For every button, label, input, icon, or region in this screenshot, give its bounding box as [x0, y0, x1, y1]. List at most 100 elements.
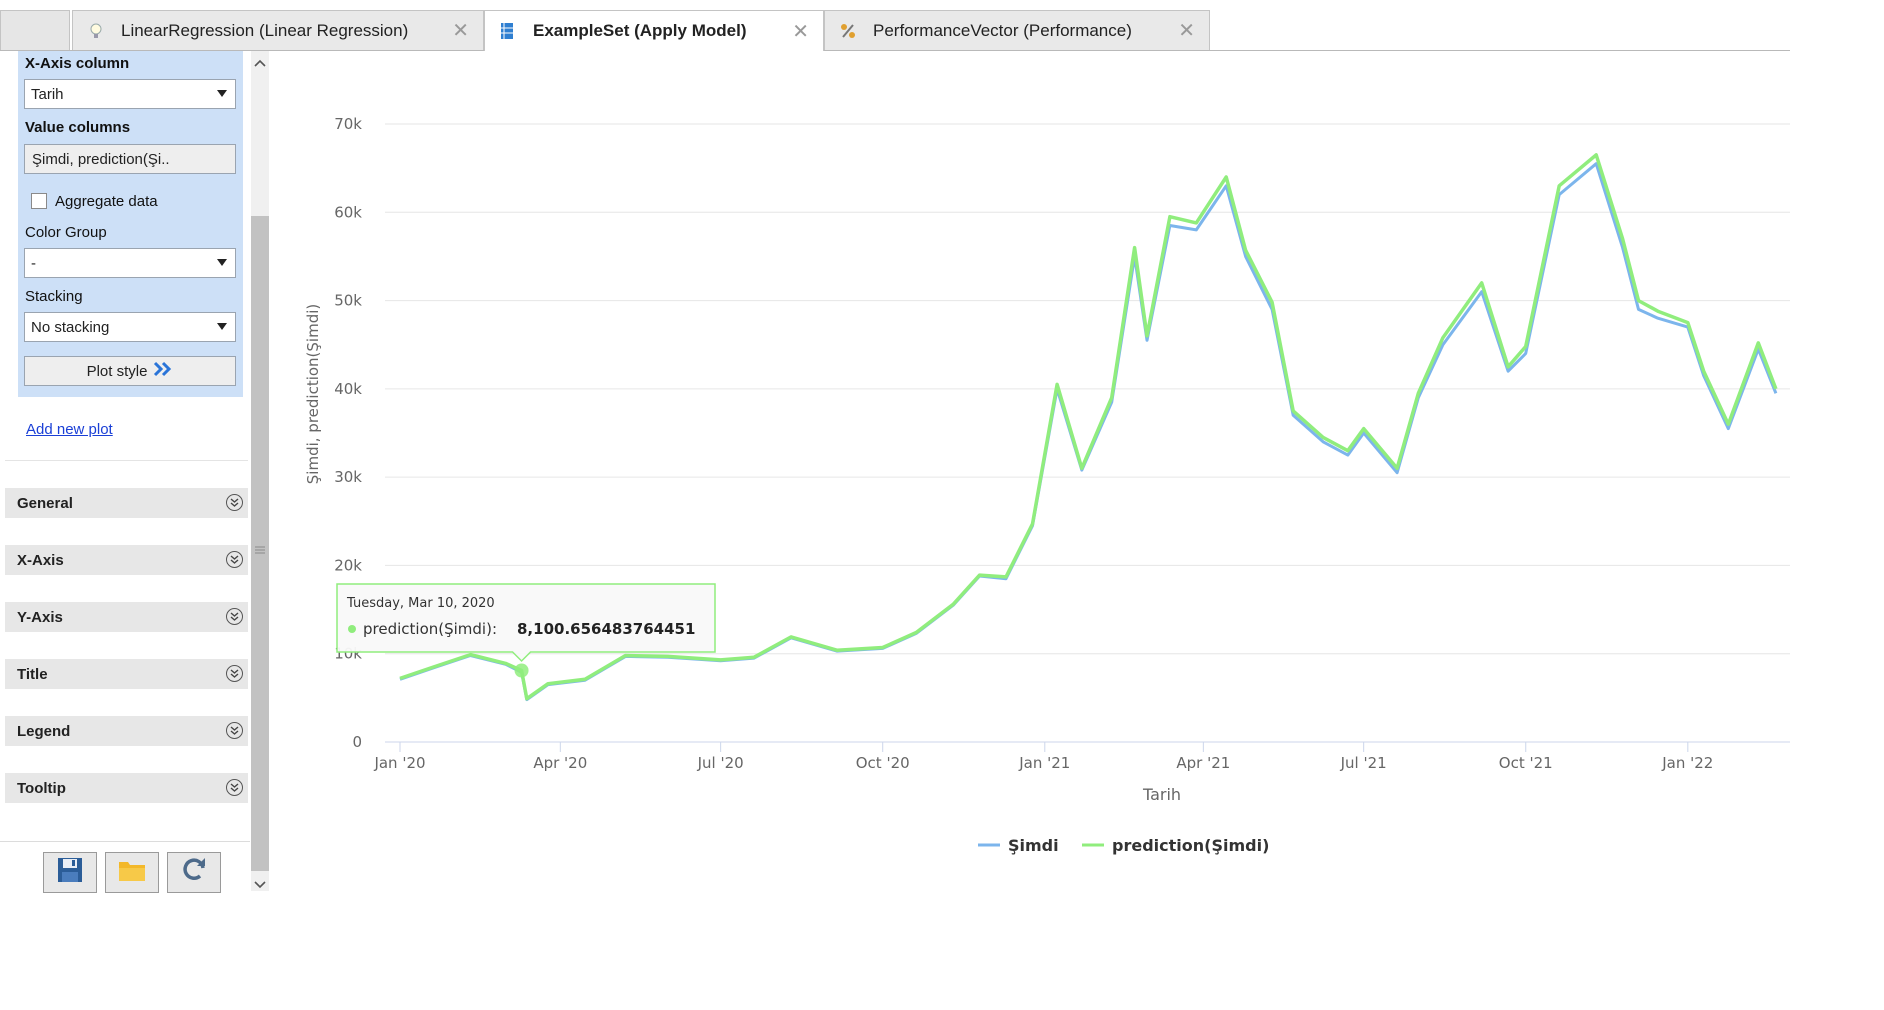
plot-config-panel: X-Axis column Tarih Value columns Şimdi,… [18, 51, 243, 397]
legend-label[interactable]: prediction(Şimdi) [1112, 836, 1269, 855]
series-lines [399, 153, 1778, 702]
scroll-down-icon[interactable] [254, 877, 266, 895]
value-columns-label: Value columns [25, 119, 131, 136]
scroll-thumb[interactable] [251, 216, 269, 871]
y-tick-label: 70k [334, 115, 362, 133]
sidebar-toolbar [0, 841, 250, 893]
expand-icon[interactable] [226, 722, 243, 739]
x-tick-label: Jan '20 [373, 754, 425, 772]
button-label: Plot style [86, 362, 148, 380]
tab-bar: LinearRegression (Linear Regression) ✕ E… [0, 0, 1790, 51]
refresh-button[interactable] [167, 852, 221, 893]
tab-exampleset[interactable]: ExampleSet (Apply Model) ✕ [484, 10, 824, 51]
table-icon [499, 22, 517, 40]
stacking-select[interactable]: No stacking [24, 312, 236, 342]
close-icon[interactable]: ✕ [792, 20, 809, 43]
add-new-plot-link[interactable]: Add new plot [26, 421, 113, 438]
section-label: Title [17, 665, 48, 683]
scroll-up-icon[interactable] [254, 55, 266, 73]
expand-icon[interactable] [226, 665, 243, 682]
tab-label: ExampleSet (Apply Model) [533, 21, 747, 40]
x-axis-label: Tarih [1142, 785, 1181, 804]
y-tick-label: 30k [334, 468, 362, 486]
expand-icon[interactable] [226, 551, 243, 568]
x-tick-label: Apr '21 [1176, 754, 1230, 772]
series-line-1 [399, 153, 1778, 701]
x-tick-label: Oct '20 [856, 754, 910, 772]
close-icon[interactable]: ✕ [452, 20, 469, 42]
sidebar-scrollbar[interactable] [251, 51, 269, 891]
save-icon [56, 856, 84, 889]
x-tick-label: Apr '20 [533, 754, 587, 772]
tooltip-value: 8,100.656483764451 [517, 620, 695, 638]
y-tick-label: 0 [352, 733, 362, 751]
legend-label[interactable]: Şimdi [1008, 836, 1059, 855]
save-button[interactable] [43, 852, 97, 893]
button-label: Şimdi, prediction(Şi.. [32, 150, 170, 168]
section-general[interactable]: General [5, 488, 248, 518]
expand-icon[interactable] [226, 608, 243, 625]
x-tick-label: Jan '21 [1018, 754, 1070, 772]
legend: Şimdi prediction(Şimdi) [978, 836, 1269, 855]
close-icon[interactable]: ✕ [1178, 20, 1195, 42]
x-axis-column-label: X-Axis column [25, 55, 130, 72]
lightbulb-icon [87, 22, 105, 40]
tab-performance-vector[interactable]: PerformanceVector (Performance) ✕ [824, 10, 1210, 50]
section-label: Legend [17, 722, 71, 740]
folder-icon [117, 857, 147, 888]
x-tick-label: Jul '21 [1340, 754, 1387, 772]
section-x-axis[interactable]: X-Axis [5, 545, 248, 575]
tooltip: Tuesday, Mar 10, 2020 prediction(Şimdi):… [336, 583, 716, 678]
section-label: Y-Axis [17, 608, 63, 626]
expand-icon[interactable] [226, 494, 243, 511]
select-value: No stacking [31, 318, 110, 336]
section-y-axis[interactable]: Y-Axis [5, 602, 248, 632]
tab-linear-regression[interactable]: LinearRegression (Linear Regression) ✕ [72, 10, 484, 50]
dropdown-arrow-icon [217, 90, 227, 97]
section-legend[interactable]: Legend [5, 716, 248, 746]
divider [5, 460, 248, 461]
x-axis-column-select[interactable]: Tarih [24, 79, 236, 109]
tab-label: LinearRegression (Linear Regression) [121, 20, 409, 40]
percent-icon [839, 22, 857, 40]
y-tick-label: 50k [334, 292, 362, 310]
refresh-icon [179, 855, 209, 890]
select-value: Tarih [31, 85, 64, 103]
section-tooltip[interactable]: Tooltip [5, 773, 248, 803]
aggregate-data-checkbox[interactable] [31, 193, 47, 209]
dropdown-arrow-icon [217, 323, 227, 330]
plot-config-sidebar: X-Axis column Tarih Value columns Şimdi,… [0, 51, 250, 893]
tooltip-bullet [348, 625, 356, 633]
dropdown-arrow-icon [217, 259, 227, 266]
x-tick-label: Oct '21 [1499, 754, 1553, 772]
select-value: - [31, 254, 36, 272]
x-tick-label: Jan '22 [1661, 754, 1713, 772]
color-group-select[interactable]: - [24, 248, 236, 278]
color-group-label: Color Group [25, 224, 107, 241]
y-tick-label: 60k [334, 203, 362, 221]
section-label: X-Axis [17, 551, 64, 569]
section-label: General [17, 494, 73, 512]
tab-overflow[interactable] [0, 10, 70, 50]
value-columns-button[interactable]: Şimdi, prediction(Şi.. [24, 144, 236, 174]
stacking-label: Stacking [25, 288, 83, 305]
section-title[interactable]: Title [5, 659, 248, 689]
open-button[interactable] [105, 852, 159, 893]
y-axis-label: Şimdi, prediction(Şimdi) [304, 304, 322, 484]
hover-point [514, 663, 529, 678]
section-label: Tooltip [17, 779, 66, 797]
grip-icon [255, 541, 265, 559]
double-chevron-right-icon [153, 361, 173, 381]
y-tick-label: 20k [334, 556, 362, 574]
aggregate-data-label: Aggregate data [55, 193, 158, 210]
x-tick-label: Jul '20 [697, 754, 744, 772]
tab-label: PerformanceVector (Performance) [873, 20, 1132, 40]
expand-icon[interactable] [226, 779, 243, 796]
tooltip-date: Tuesday, Mar 10, 2020 [346, 596, 495, 611]
y-tick-label: 40k [334, 380, 362, 398]
plot-style-button[interactable]: Plot style [24, 356, 236, 386]
tooltip-box [336, 583, 716, 663]
tooltip-series: prediction(Şimdi): [363, 620, 497, 638]
